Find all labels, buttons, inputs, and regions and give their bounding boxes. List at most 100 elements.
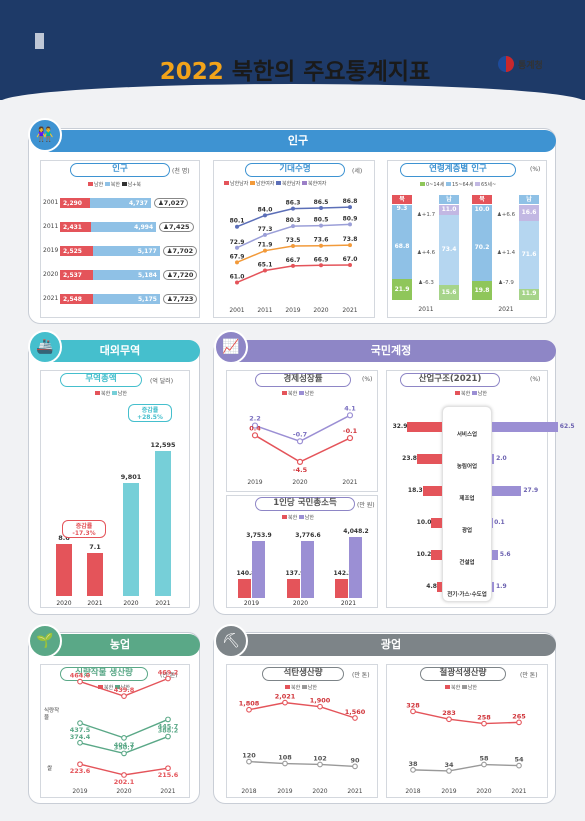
life-point-3-4 — [348, 262, 352, 267]
life-label-2-4: 73.8 — [343, 236, 358, 243]
industry-bar-north-0 — [407, 422, 442, 432]
industry-cat-5: 전기·가스·수도업 — [447, 592, 487, 598]
header-banner — [0, 0, 585, 106]
coal-label-1-0: 120 — [242, 752, 256, 760]
iron-label-1-2: 58 — [479, 755, 489, 763]
food-point-3-1 — [121, 772, 127, 778]
coal-point-1-1 — [282, 760, 288, 767]
life-title: 기대수명 — [245, 163, 345, 177]
iron-panel — [386, 664, 548, 798]
age-val-south-2011-0: 15.6 — [441, 288, 457, 296]
age-diff-2011-1: ♟+4.6 — [416, 250, 436, 256]
growth-label-1-2: -0.1 — [343, 427, 358, 435]
pop-val-north-2001: 4,737 — [128, 200, 148, 207]
life-label-0-2: 86.3 — [286, 200, 301, 207]
pop-val-south-2001: 2,290 — [63, 200, 82, 207]
life-point-2-3 — [319, 243, 323, 248]
age-val-north-2011-2: 9.3 — [396, 205, 408, 213]
age-val-south-2021-0: 11.9 — [521, 290, 537, 298]
gni-title: 1인당 국민총소득 — [255, 497, 355, 511]
pop-val-north-2021: 5,175 — [138, 296, 157, 303]
growth-unit: (%) — [362, 376, 373, 383]
coal-unit: (만 톤) — [352, 672, 370, 679]
population-panel — [40, 160, 200, 318]
iron-xtick-1: 2019 — [441, 788, 456, 795]
industry-bar-south-1 — [492, 454, 495, 464]
coal-label-0-1: 2,021 — [275, 693, 296, 701]
pop-bar-north-2019 — [92, 246, 160, 256]
pop-val-north-2020: 5,184 — [137, 272, 157, 279]
life-label-3-3: 66.9 — [314, 256, 329, 263]
page-title: 2022 북한의 주요통계지표 — [130, 52, 460, 86]
industry-bar-north-5 — [436, 582, 442, 592]
age-seg-south-2011-1 — [439, 215, 459, 286]
gni-unit: (만 원) — [357, 502, 375, 509]
growth-point-0-2 — [346, 412, 354, 419]
iron-label-0-3: 265 — [512, 712, 526, 720]
food-label-0-2: 469.2 — [158, 668, 179, 676]
coal-xtick-3: 2021 — [347, 788, 362, 795]
coal-label-1-1: 108 — [278, 754, 292, 762]
life-xtick-0: 2001 — [229, 307, 244, 314]
age-seg-south-2011-2 — [439, 205, 459, 216]
growth-xtick-1: 2020 — [292, 479, 307, 486]
life-point-1-3 — [319, 223, 323, 228]
industry-center-strip — [442, 406, 492, 602]
food-label-1-1: 404.7 — [114, 741, 135, 749]
pop-val-total-2020: ♟7,720 — [162, 270, 198, 280]
life-unit: (세) — [352, 168, 363, 175]
logo-text: 통계청 — [518, 61, 543, 71]
population-legend: 남한 북한 남+북 — [88, 181, 141, 188]
gni-val-north-2: 142.3 — [333, 569, 353, 577]
age-diff-2021-0: ♟-7.9 — [498, 280, 514, 286]
food-label-2-0: 374.4 — [70, 733, 91, 741]
growth-point-1-0 — [251, 432, 259, 439]
pop-val-south-2011: 2,431 — [63, 224, 82, 231]
pop-val-total-2011: ♟7,425 — [159, 222, 194, 232]
agri-band: 농업 — [40, 634, 200, 656]
food-title: 식량작물 생산량 — [60, 667, 148, 681]
coal-title: 석탄생산량 — [262, 667, 344, 681]
food-unit: (만 톤) — [160, 672, 178, 679]
growth-label-1-0: 0.4 — [249, 424, 261, 432]
life-xtick-3: 2020 — [313, 307, 328, 314]
industry-bar-north-2 — [422, 486, 442, 496]
life-label-0-1: 84.0 — [258, 206, 273, 213]
growth-point-1-2 — [346, 434, 354, 442]
age-diff-2021-2: ♟+6.6 — [496, 212, 516, 218]
people-icon: 👫 — [28, 118, 62, 152]
iron-label-0-0: 328 — [406, 701, 420, 709]
life-point-0-2 — [291, 206, 295, 211]
age-seg-south-2021-0 — [519, 288, 539, 300]
gni-val-south-2: 4,048.2 — [343, 527, 369, 535]
food-label-2-1: 350.7 — [114, 743, 135, 751]
age-year-2011: 2011 — [418, 306, 434, 313]
age-unit: (%) — [530, 166, 541, 173]
gni-bar-south-0 — [252, 541, 265, 598]
trade-bar-south-1 — [155, 450, 171, 596]
growth-label-0-1: -0.7 — [293, 430, 307, 438]
coal-legend: 북한 남한 — [285, 684, 317, 691]
industry-val-north-2: 18.3 — [407, 487, 423, 494]
life-point-0-3 — [319, 206, 323, 211]
life-label-1-3: 80.5 — [314, 217, 329, 224]
food-point-2-0 — [77, 739, 83, 746]
industry-bar-north-3 — [431, 518, 442, 528]
iron-line-1 — [412, 763, 520, 772]
coal-point-0-0 — [246, 706, 252, 713]
coal-point-1-3 — [352, 763, 358, 770]
food-group-1: 식량작물 — [44, 708, 60, 721]
gni-val-north-1: 137.9 — [285, 570, 305, 578]
growth-label-0-2: 4.1 — [344, 404, 356, 412]
header-wave — [0, 84, 585, 106]
iron-point-1-2 — [481, 761, 487, 768]
iron-point-0-2 — [481, 720, 487, 727]
life-point-0-4 — [348, 205, 352, 210]
food-label-3-0: 223.6 — [70, 767, 91, 775]
industry-bar-south-0 — [492, 422, 558, 432]
coal-xtick-0: 2018 — [241, 788, 256, 795]
iron-point-1-0 — [410, 767, 416, 773]
mining-band: 광업 — [226, 634, 556, 656]
pop-val-total-2019: ♟7,702 — [162, 246, 198, 256]
